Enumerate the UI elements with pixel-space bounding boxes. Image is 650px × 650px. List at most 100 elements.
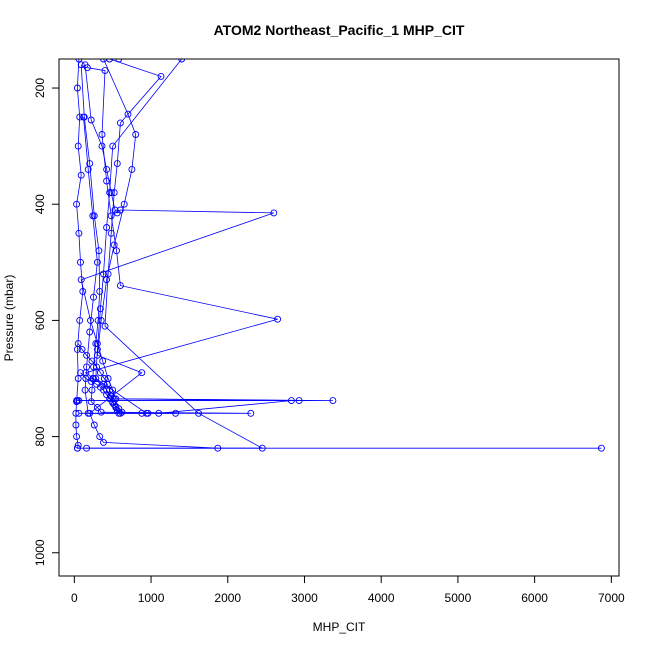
data-point: [110, 241, 118, 249]
data-point: [101, 322, 109, 330]
data-point: [93, 363, 101, 371]
series-line: [86, 59, 263, 449]
data-point: [75, 397, 83, 405]
data-point: [89, 212, 97, 220]
data-point: [270, 209, 278, 217]
data-point: [103, 177, 111, 185]
data-point: [75, 409, 83, 417]
data-point: [96, 305, 104, 313]
data-point: [120, 200, 128, 208]
data-point: [100, 375, 108, 382]
data-point: [101, 67, 109, 75]
data-point: [172, 409, 180, 417]
y-tick-label: 600: [33, 310, 47, 330]
data-point: [93, 345, 101, 353]
data-point: [258, 444, 266, 452]
data-point: [287, 397, 295, 405]
data-point: [109, 142, 117, 150]
data-point: [73, 433, 81, 441]
data-point: [76, 113, 84, 121]
data-point: [78, 345, 86, 353]
y-tick-label: 200: [33, 78, 47, 98]
data-point: [83, 363, 91, 371]
data-point: [103, 224, 111, 231]
data-point: [274, 315, 282, 323]
data-point: [247, 409, 255, 417]
data-point: [74, 375, 82, 382]
data-point: [115, 59, 123, 63]
data-point: [82, 375, 90, 382]
data-point: [106, 189, 114, 197]
data-point: [75, 229, 83, 237]
data-point: [83, 64, 91, 72]
data-point: [113, 247, 120, 255]
data-point: [75, 59, 83, 63]
chart-title: ATOM2 Northeast_Pacific_1 MHP_CIT: [214, 22, 465, 38]
y-tick-label: 800: [33, 426, 47, 446]
data-point: [110, 189, 118, 197]
y-axis-label: Pressure (mbar): [2, 275, 16, 362]
data-point: [138, 369, 146, 377]
data-point: [88, 386, 96, 394]
data-point: [100, 438, 107, 446]
data-point: [124, 110, 132, 118]
data-point: [84, 409, 92, 417]
data-point: [144, 409, 152, 417]
data-point: [96, 433, 104, 441]
data-point: [98, 131, 106, 138]
data-point: [73, 200, 81, 208]
x-tick-label: 1000: [138, 591, 165, 605]
data-point: [116, 119, 124, 127]
x-tick-label: 2000: [214, 591, 241, 605]
data-point: [77, 258, 84, 266]
data-point: [76, 316, 84, 324]
data-point: [84, 165, 92, 173]
data-point: [87, 116, 95, 124]
data-point: [195, 409, 203, 417]
data-point: [96, 287, 104, 295]
data-point: [93, 258, 101, 266]
data-point: [178, 59, 186, 63]
x-tick-label: 6000: [521, 591, 548, 605]
x-tick-label: 3000: [291, 591, 318, 605]
data-point: [80, 113, 87, 121]
data-point: [128, 165, 136, 173]
data-point: [107, 229, 115, 237]
series-line: [80, 372, 148, 414]
data-point: [86, 328, 94, 336]
series-line: [75, 59, 84, 449]
data-point: [90, 293, 97, 301]
data-point: [118, 408, 126, 416]
data-point: [113, 160, 121, 168]
data-point: [98, 142, 106, 150]
data-point: [77, 276, 85, 284]
data-point: [597, 444, 605, 452]
data-point: [87, 377, 95, 385]
x-axis-label: MHP_CIT: [313, 620, 366, 634]
data-point: [77, 369, 84, 377]
data-point: [90, 421, 98, 429]
data-point: [107, 212, 115, 220]
data-point: [103, 165, 111, 173]
data-layer: [72, 59, 605, 452]
data-point: [93, 404, 101, 411]
data-point: [100, 59, 107, 63]
data-point: [77, 61, 85, 69]
data-point: [96, 369, 104, 377]
data-point: [155, 409, 163, 417]
data-point: [73, 84, 81, 92]
data-point: [83, 444, 91, 452]
data-point: [157, 72, 165, 80]
data-point: [100, 270, 107, 278]
data-point: [99, 357, 107, 365]
data-point: [100, 386, 107, 394]
x-tick-label: 5000: [445, 591, 472, 605]
data-point: [97, 408, 105, 416]
series-8: [75, 113, 295, 417]
series-line: [76, 64, 333, 402]
data-point: [88, 357, 96, 365]
y-tick-label: 400: [33, 194, 47, 214]
data-point: [83, 351, 91, 359]
data-point: [74, 340, 82, 348]
